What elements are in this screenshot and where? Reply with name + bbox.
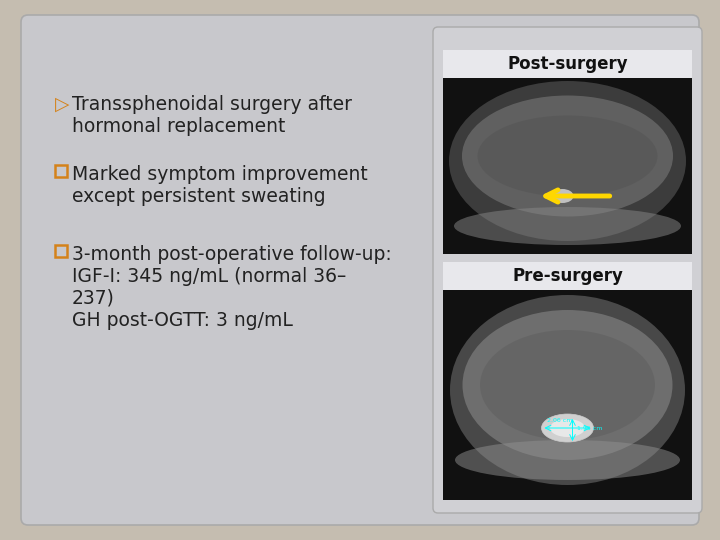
Text: IGF-I: 345 ng/mL (normal 36–: IGF-I: 345 ng/mL (normal 36– — [72, 267, 346, 286]
Ellipse shape — [462, 310, 672, 460]
Ellipse shape — [541, 414, 593, 442]
Ellipse shape — [449, 81, 686, 241]
Ellipse shape — [480, 330, 655, 440]
FancyBboxPatch shape — [21, 15, 699, 525]
Text: hormonal replacement: hormonal replacement — [72, 117, 285, 136]
Ellipse shape — [550, 419, 585, 437]
Text: 3-month post-operative follow-up:: 3-month post-operative follow-up: — [72, 245, 392, 264]
Ellipse shape — [477, 116, 657, 197]
Text: 2.06 cm: 2.06 cm — [546, 418, 572, 423]
Ellipse shape — [552, 189, 574, 203]
Bar — [443, 262, 692, 290]
Text: 237): 237) — [72, 289, 115, 308]
FancyBboxPatch shape — [433, 27, 702, 513]
Text: Post-surgery: Post-surgery — [507, 55, 628, 73]
Bar — [443, 78, 692, 254]
Text: ▷: ▷ — [55, 95, 69, 114]
Text: Marked symptom improvement: Marked symptom improvement — [72, 165, 368, 184]
Text: 1.95 cm: 1.95 cm — [577, 426, 602, 431]
Bar — [443, 50, 692, 78]
Ellipse shape — [450, 295, 685, 485]
Ellipse shape — [455, 440, 680, 480]
Bar — [55, 245, 67, 257]
Text: GH post-OGTT: 3 ng/mL: GH post-OGTT: 3 ng/mL — [72, 311, 293, 330]
Text: except persistent sweating: except persistent sweating — [72, 187, 325, 206]
Text: Pre-surgery: Pre-surgery — [512, 267, 623, 285]
Bar — [55, 165, 67, 177]
Text: Transsphenoidal surgery after: Transsphenoidal surgery after — [72, 95, 352, 114]
Ellipse shape — [454, 207, 681, 245]
Ellipse shape — [462, 96, 673, 217]
Bar — [443, 290, 692, 500]
